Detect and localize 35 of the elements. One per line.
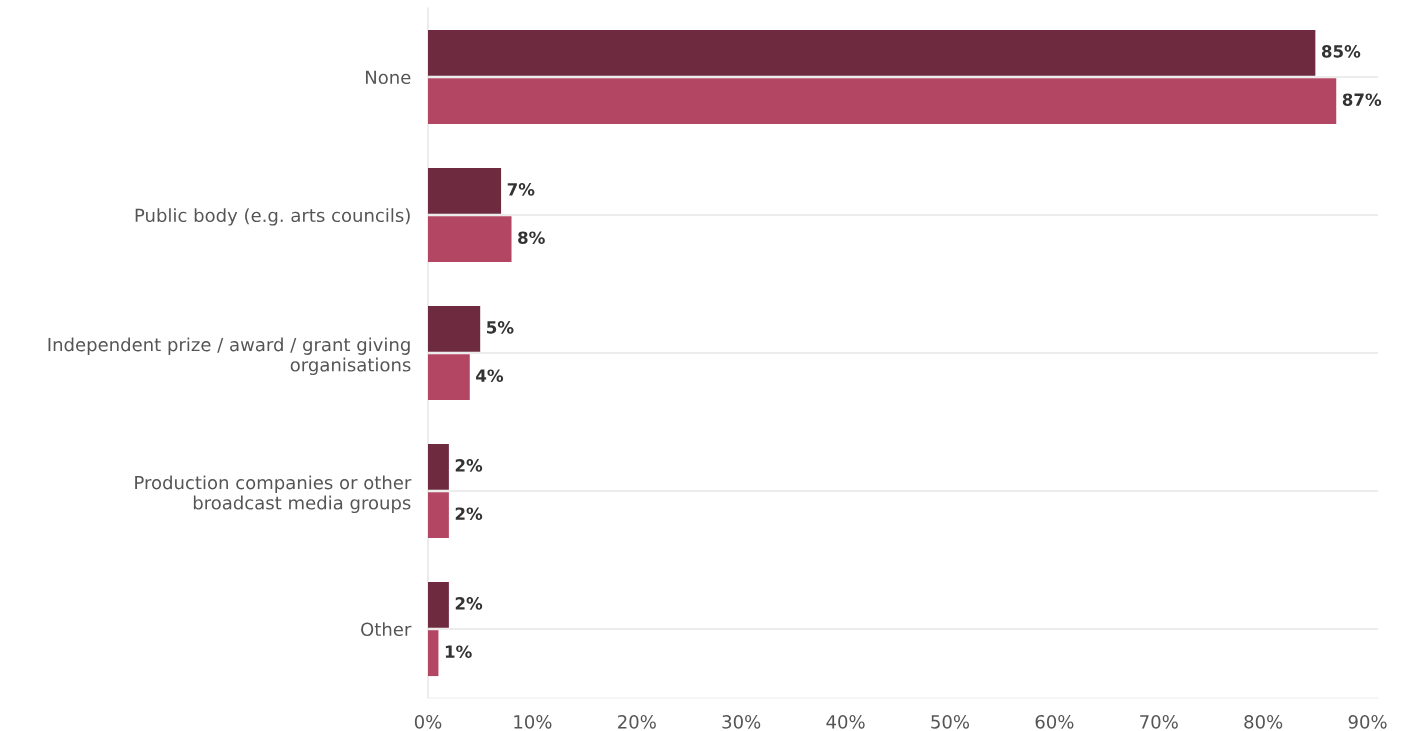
x-tick-label: 40% <box>826 714 865 729</box>
y-tick-label: Other <box>361 622 412 637</box>
data-label: 5% <box>487 321 514 334</box>
data-label: 8% <box>518 231 545 244</box>
y-tick-label: Production companies or other broadcast media groups <box>135 475 412 514</box>
y-tick-label: None <box>366 70 411 85</box>
data-label: 2% <box>455 597 483 610</box>
x-tick-label: 30% <box>722 714 761 729</box>
bar <box>428 305 481 352</box>
bar <box>428 29 1316 76</box>
bar <box>428 581 449 628</box>
data-label: 7% <box>507 183 535 196</box>
data-label: 4% <box>476 369 504 382</box>
x-tick-label: 10% <box>514 714 552 729</box>
x-tick-label: 60% <box>1035 714 1074 729</box>
x-tick-label: 80% <box>1244 714 1283 729</box>
bar <box>428 443 449 490</box>
data-label: 85% <box>1321 45 1361 58</box>
data-label: 2% <box>455 459 483 472</box>
x-tick-label: 90% <box>1348 714 1387 729</box>
bar <box>428 216 512 263</box>
bar <box>428 167 502 214</box>
y-tick-label: Public body (e.g. arts councils) <box>135 208 410 226</box>
bar <box>428 630 439 677</box>
y-tick-label: Independent prize / award / grant giving organisations <box>48 337 411 376</box>
data-label: 1% <box>445 645 472 658</box>
x-tick-label: 50% <box>931 714 970 729</box>
bar <box>428 492 449 539</box>
data-label: 2% <box>455 507 483 520</box>
x-tick-label: 0% <box>414 714 442 729</box>
bar <box>428 354 470 401</box>
x-tick-label: 70% <box>1140 714 1178 729</box>
data-label: 87% <box>1342 93 1382 106</box>
x-tick-label: 20% <box>618 714 656 729</box>
bar <box>428 78 1337 125</box>
